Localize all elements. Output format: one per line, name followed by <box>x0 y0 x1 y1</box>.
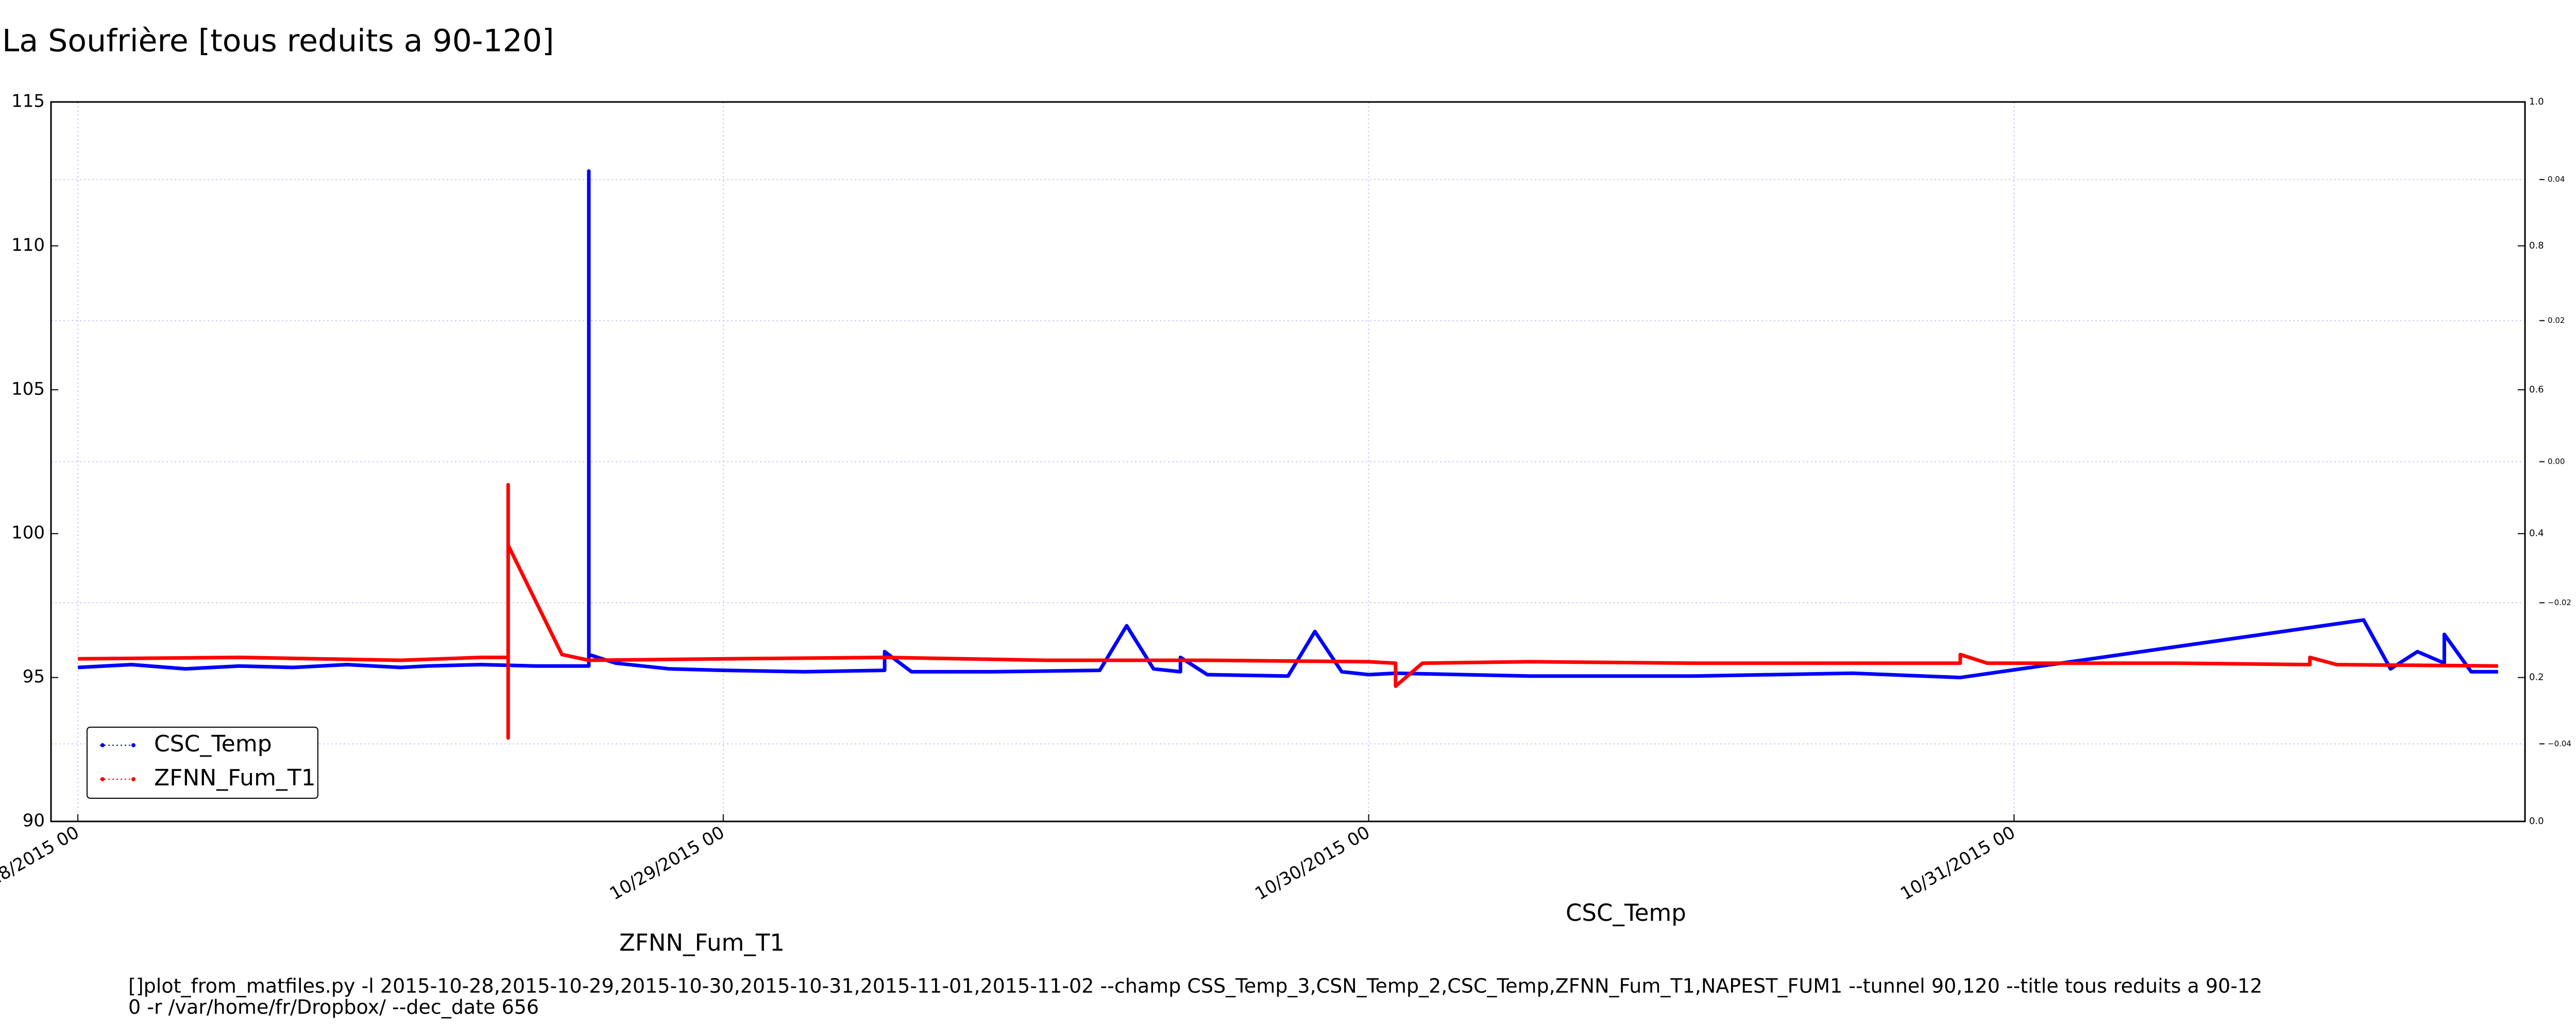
annotation: ZFNN_Fum_T1 <box>619 929 785 956</box>
command-line: []plot_from_matfiles.py -l 2015-10-28,20… <box>128 975 2262 998</box>
y-tick-label: 110 <box>11 235 45 255</box>
y3-tick-label: −0.04 <box>2548 739 2571 748</box>
legend-marker <box>131 743 135 747</box>
series-line <box>78 169 2498 680</box>
y-tick-label: 115 <box>11 91 45 112</box>
y3-tick-label: 0.00 <box>2548 457 2565 466</box>
y-tick-label: 90 <box>23 811 45 831</box>
y2-tick-label: 0.4 <box>2529 528 2544 539</box>
legend-marker <box>131 777 135 781</box>
y2-tick-label: 0.2 <box>2529 672 2544 683</box>
legend-label: CSC_Temp <box>154 731 272 757</box>
y-tick-label: 100 <box>11 523 45 543</box>
legend-marker <box>100 777 105 781</box>
y2-tick-label: 0.0 <box>2529 816 2544 827</box>
y-tick-label: 105 <box>11 379 45 399</box>
y3-tick-label: 0.04 <box>2548 175 2565 184</box>
annotation: CSC_Temp <box>1566 899 1686 926</box>
legend-marker <box>100 743 105 747</box>
y-tick-label: 95 <box>23 666 45 687</box>
y2-tick-label: 1.0 <box>2529 96 2544 107</box>
y3-tick-label: 0.02 <box>2548 316 2565 325</box>
chart-title: La Soufrière [tous reduits a 90-120] <box>2 23 554 59</box>
plot-frame <box>50 101 2526 822</box>
series-line <box>78 483 2498 740</box>
y3-tick-label: −0.02 <box>2548 598 2571 607</box>
y2-tick-label: 0.8 <box>2529 240 2544 251</box>
legend-label: ZFNN_Fum_T1 <box>154 765 316 791</box>
command-line: 0 -r /var/home/fr/Dropbox/ --dec_date 65… <box>128 996 539 1019</box>
legend-box <box>87 727 318 799</box>
y2-tick-label: 0.6 <box>2529 384 2544 395</box>
